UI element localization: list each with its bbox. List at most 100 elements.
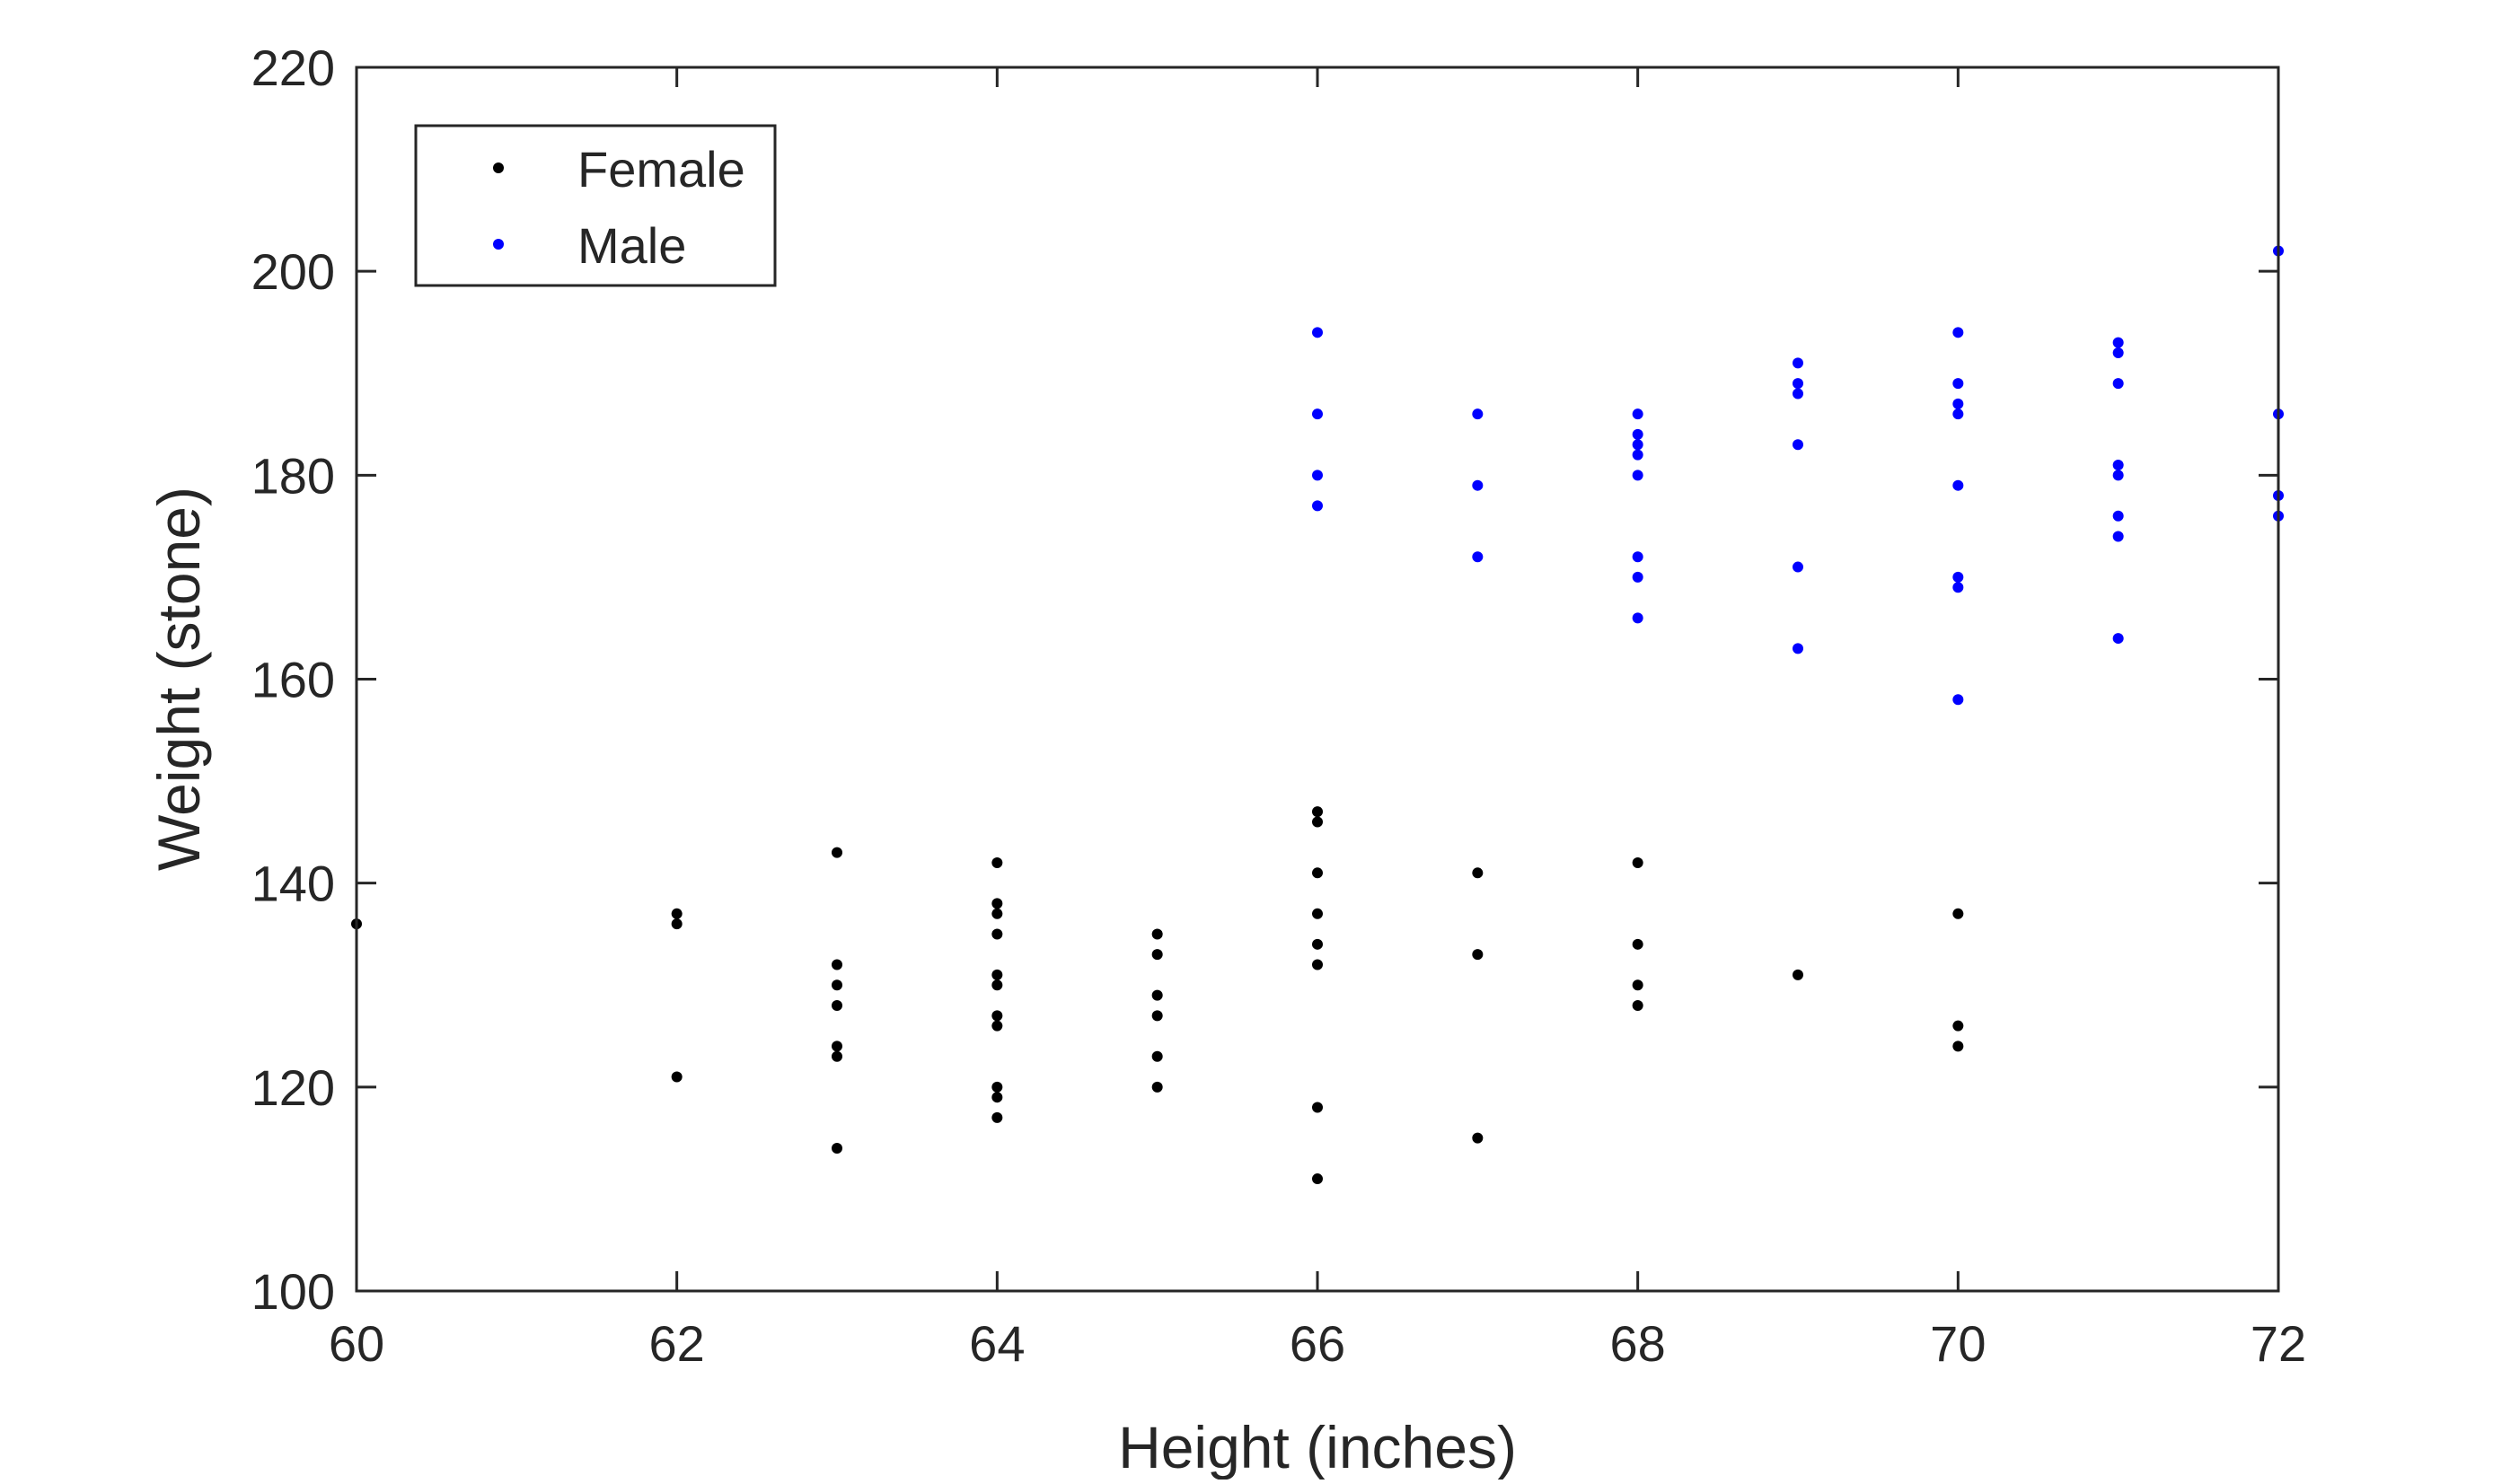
y-tick-label: 120 — [251, 1059, 335, 1116]
data-point-male — [1952, 327, 1964, 338]
data-point-male — [1952, 694, 1964, 706]
data-point-male — [1632, 551, 1643, 563]
y-tick-label: 160 — [251, 652, 335, 708]
data-point-female — [1632, 979, 1643, 991]
data-point-male — [1632, 470, 1643, 481]
data-point-female — [1312, 908, 1323, 919]
data-point-male — [2112, 337, 2124, 348]
data-point-female — [1793, 969, 1803, 980]
data-point-female — [1151, 1010, 1163, 1022]
data-point-male — [1793, 388, 1803, 400]
legend-marker-female — [493, 162, 504, 173]
data-point-female — [832, 847, 842, 858]
data-point-female — [1312, 938, 1323, 950]
y-tick-label: 220 — [251, 40, 335, 96]
data-point-male — [2112, 633, 2124, 645]
legend-label-male: Male — [577, 217, 686, 274]
x-tick-label: 66 — [1290, 1315, 1345, 1372]
data-point-male — [1312, 327, 1323, 338]
data-point-male — [1952, 479, 1964, 491]
y-tick-label: 100 — [251, 1263, 335, 1320]
data-point-male — [1793, 643, 1803, 654]
y-tick-label: 140 — [251, 856, 335, 912]
x-tick-label: 60 — [329, 1315, 384, 1372]
data-point-female — [1151, 949, 1163, 961]
data-point-male — [1952, 378, 1964, 390]
data-point-male — [1793, 357, 1803, 369]
data-point-female — [832, 979, 842, 991]
data-point-female — [832, 1142, 842, 1154]
data-point-female — [1312, 806, 1323, 818]
data-point-female — [1151, 1081, 1163, 1093]
data-point-female — [1151, 928, 1163, 940]
x-tick-label: 68 — [1610, 1315, 1666, 1372]
data-point-female — [1472, 949, 1484, 961]
data-point-male — [1472, 408, 1484, 420]
data-point-female — [991, 979, 1003, 991]
plot-area-frame — [355, 66, 2280, 1293]
data-point-male — [1312, 408, 1323, 420]
data-point-male — [2112, 510, 2124, 522]
data-point-female — [832, 1050, 842, 1062]
data-point-male — [1312, 470, 1323, 481]
data-point-female — [1952, 1041, 1964, 1052]
data-point-male — [2112, 470, 2124, 481]
data-point-male — [2112, 347, 2124, 359]
data-point-female — [1151, 989, 1163, 1001]
data-point-male — [1632, 408, 1643, 420]
data-point-female — [671, 908, 683, 919]
data-point-female — [671, 918, 683, 930]
data-point-female — [1632, 856, 1643, 868]
data-point-male — [1472, 479, 1484, 491]
data-point-female — [1151, 1050, 1163, 1062]
data-point-female — [1472, 1132, 1484, 1144]
data-point-female — [832, 1041, 842, 1052]
data-point-male — [2112, 459, 2124, 470]
y-axis-label: Weight (stone) — [145, 487, 212, 871]
axis-tick-labels: 60 62 64 66 68 70 72 100 120 140 160 180 200 220 — [251, 40, 2307, 1372]
y-tick-label: 200 — [251, 243, 335, 300]
data-point-female — [832, 999, 842, 1011]
data-point-female — [1952, 1020, 1964, 1032]
data-point-female — [991, 908, 1003, 919]
data-points — [351, 245, 2284, 1185]
data-point-male — [2112, 378, 2124, 390]
data-point-male — [1793, 439, 1803, 451]
data-point-female — [991, 969, 1003, 980]
x-axis-label: Height (inches) — [1118, 1414, 1517, 1480]
data-point-male — [1793, 378, 1803, 390]
data-point-female — [832, 959, 842, 970]
x-tick-label: 72 — [2251, 1315, 2306, 1372]
legend-label-female: Female — [577, 141, 745, 198]
data-point-female — [1312, 867, 1323, 879]
data-point-female — [1312, 1173, 1323, 1185]
data-point-female — [1312, 1102, 1323, 1113]
data-point-male — [1632, 428, 1643, 440]
data-point-female — [991, 898, 1003, 909]
data-point-female — [991, 1111, 1003, 1123]
data-point-male — [1632, 612, 1643, 624]
data-point-male — [2112, 531, 2124, 542]
data-point-male — [1952, 408, 1964, 420]
data-point-male — [1952, 571, 1964, 583]
x-tick-label: 62 — [649, 1315, 705, 1372]
data-point-male — [1632, 439, 1643, 451]
legend-marker-male — [493, 239, 504, 250]
data-point-female — [991, 1092, 1003, 1103]
data-point-male — [1472, 551, 1484, 563]
data-point-female — [991, 1020, 1003, 1032]
data-point-female — [1312, 959, 1323, 970]
data-point-female — [991, 1081, 1003, 1093]
data-point-male — [1632, 571, 1643, 583]
data-point-male — [1952, 582, 1964, 593]
data-point-female — [1952, 908, 1964, 919]
data-point-female — [991, 856, 1003, 868]
legend-box — [414, 124, 777, 287]
x-tick-label: 64 — [969, 1315, 1025, 1372]
data-point-female — [671, 1071, 683, 1083]
data-point-female — [1472, 867, 1484, 879]
x-tick-label: 70 — [1930, 1315, 1986, 1372]
data-point-female — [991, 1010, 1003, 1022]
